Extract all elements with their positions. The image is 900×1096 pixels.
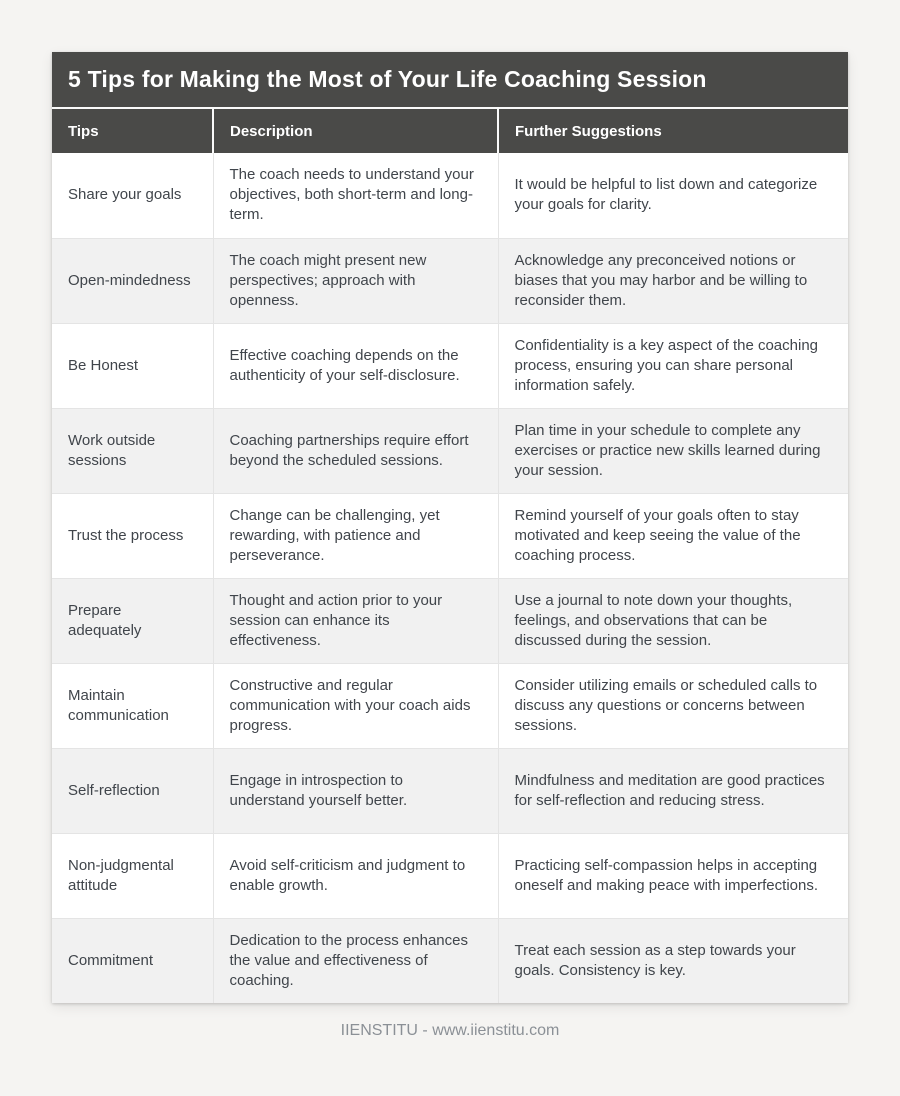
cell-suggestion: Practicing self-compassion helps in acce…: [497, 832, 848, 918]
cell-suggestion: Treat each session as a step towards you…: [497, 917, 848, 1003]
table-row: Commitment Dedication to the process enh…: [52, 917, 848, 1003]
cell-suggestion: Acknowledge any preconceived notions or …: [497, 237, 848, 323]
cell-description: The coach needs to understand your objec…: [212, 153, 498, 238]
cell-tip: Prepare adequately: [52, 577, 213, 663]
cell-tip: Open-mindedness: [52, 237, 213, 323]
table-row: Maintain communication Constructive and …: [52, 662, 848, 748]
table-header-row: Tips Description Further Suggestions: [52, 107, 848, 153]
cell-description: Coaching partnerships require effort bey…: [212, 407, 498, 493]
cell-description: Change can be challenging, yet rewarding…: [212, 492, 498, 578]
cell-tip: Share your goals: [52, 153, 213, 238]
table-row: Work outside sessions Coaching partnersh…: [52, 407, 848, 493]
cell-description: Dedication to the process enhances the v…: [212, 917, 498, 1003]
cell-suggestion: Remind yourself of your goals often to s…: [497, 492, 848, 578]
page-title: 5 Tips for Making the Most of Your Life …: [52, 52, 848, 107]
table-row: Self-reflection Engage in introspection …: [52, 747, 848, 833]
cell-tip: Work outside sessions: [52, 407, 213, 493]
cell-tip: Maintain communication: [52, 662, 213, 748]
table-row: Prepare adequately Thought and action pr…: [52, 577, 848, 663]
cell-tip: Self-reflection: [52, 747, 213, 833]
cell-suggestion: Mindfulness and meditation are good prac…: [497, 747, 848, 833]
cell-description: Avoid self-criticism and judgment to ena…: [212, 832, 498, 918]
table-row: Trust the process Change can be challeng…: [52, 492, 848, 578]
cell-tip: Commitment: [52, 917, 213, 1003]
cell-suggestion: Confidentiality is a key aspect of the c…: [497, 322, 848, 408]
cell-description: The coach might present new perspectives…: [212, 237, 498, 323]
cell-tip: Non-judgmental attitude: [52, 832, 213, 918]
table-row: Share your goals The coach needs to unde…: [52, 153, 848, 238]
tips-table: Tips Description Further Suggestions Sha…: [52, 107, 848, 1003]
column-header-description: Description: [212, 107, 498, 153]
cell-description: Effective coaching depends on the authen…: [212, 322, 498, 408]
table-row: Open-mindedness The coach might present …: [52, 237, 848, 323]
cell-description: Engage in introspection to understand yo…: [212, 747, 498, 833]
cell-tip: Be Honest: [52, 322, 213, 408]
cell-suggestion: Plan time in your schedule to complete a…: [497, 407, 848, 493]
table-row: Be Honest Effective coaching depends on …: [52, 322, 848, 408]
cell-suggestion: Consider utilizing emails or scheduled c…: [497, 662, 848, 748]
cell-description: Thought and action prior to your session…: [212, 577, 498, 663]
footer-credit: IIENSTITU - www.iienstitu.com: [340, 1022, 560, 1039]
column-header-tips: Tips: [52, 107, 213, 153]
cell-tip: Trust the process: [52, 492, 213, 578]
table-row: Non-judgmental attitude Avoid self-criti…: [52, 832, 848, 918]
cell-suggestion: It would be helpful to list down and cat…: [497, 153, 848, 238]
cell-description: Constructive and regular communication w…: [212, 662, 498, 748]
column-header-further-suggestions: Further Suggestions: [497, 107, 848, 153]
cell-suggestion: Use a journal to note down your thoughts…: [497, 577, 848, 663]
tips-table-card: 5 Tips for Making the Most of Your Life …: [52, 52, 848, 1003]
